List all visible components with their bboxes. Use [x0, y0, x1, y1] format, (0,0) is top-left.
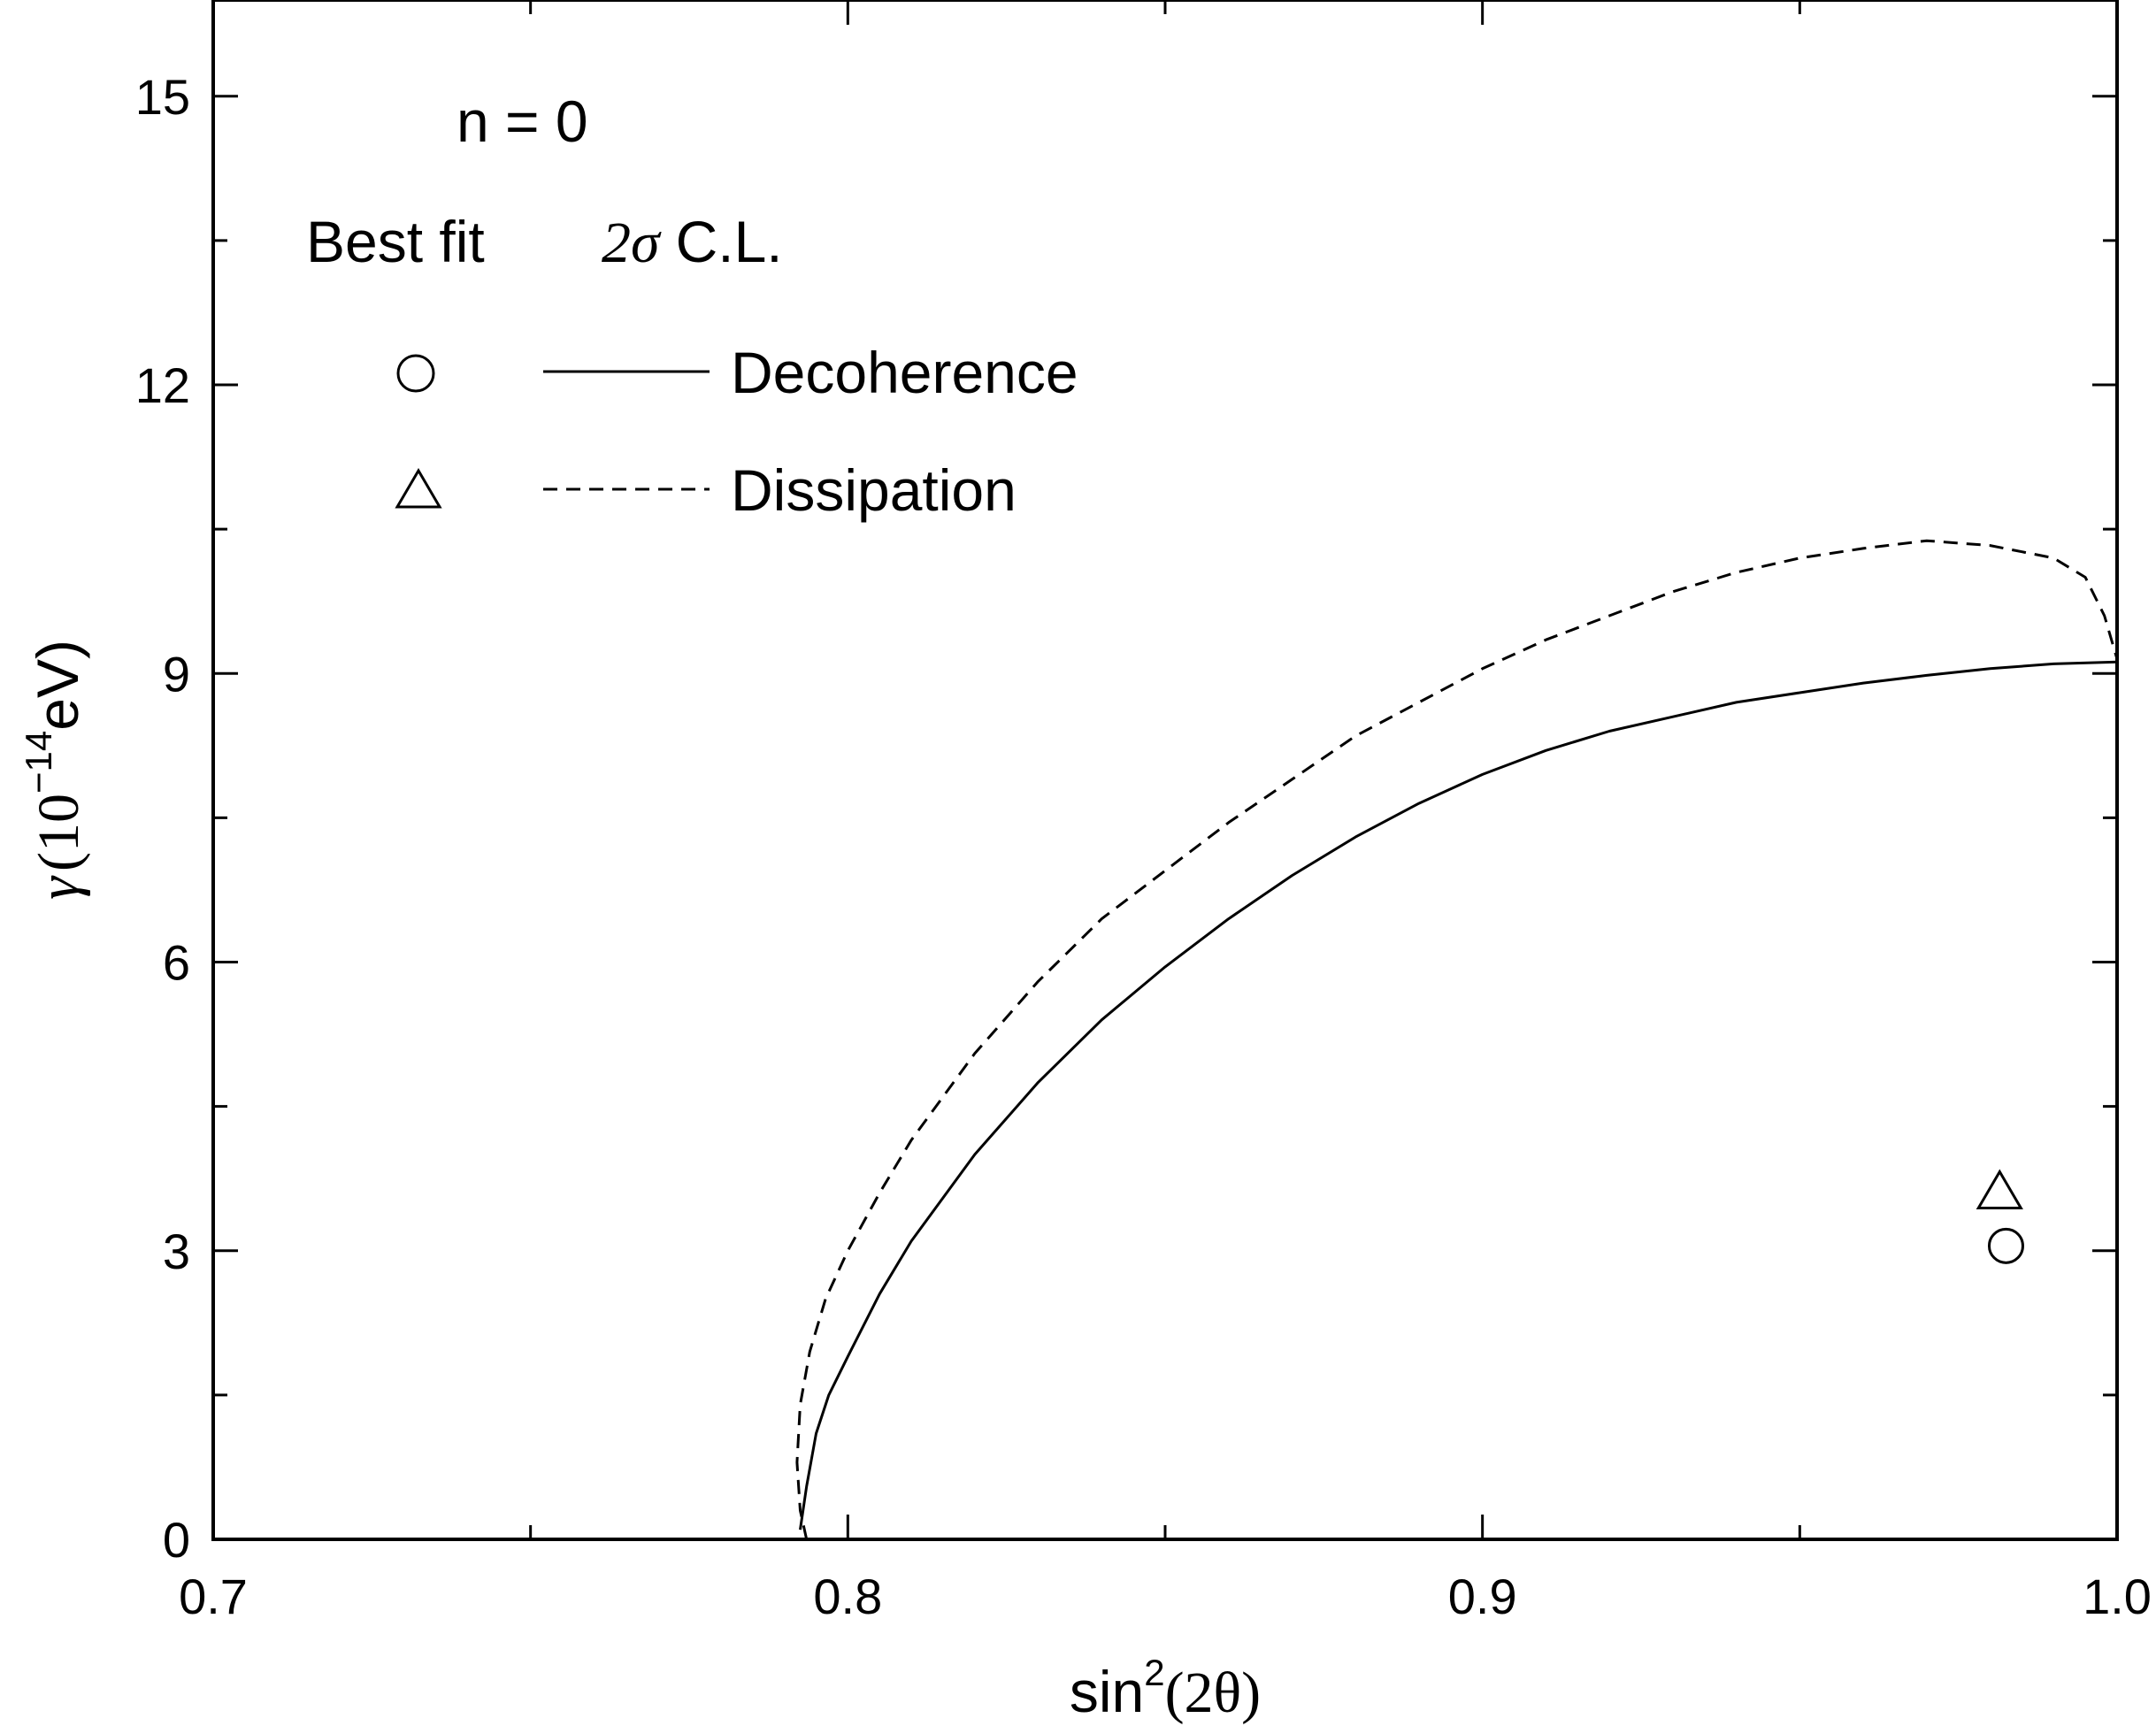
- y-tick-label: 12: [135, 357, 190, 413]
- legend-header-cl: 2σ C.L.: [602, 209, 783, 275]
- best-fit-markers: [1976, 1169, 2024, 1264]
- x-tick-label: 1.0: [2083, 1569, 2152, 1624]
- plot-frame: [211, 0, 2119, 1541]
- x-tick-label: 0.9: [1448, 1569, 1517, 1624]
- y-axis-title-open: (10: [27, 794, 91, 871]
- legend-header-best-fit: Best fit: [306, 209, 485, 274]
- x-axis-title: sin2(2θ): [1070, 1652, 1261, 1725]
- best-fit-marker-dissipation: [1976, 1169, 2023, 1209]
- y-tick-label: 0: [163, 1512, 190, 1568]
- y-tick-label: 15: [135, 69, 190, 125]
- x-tick-label: 0.8: [813, 1569, 882, 1624]
- y-axis-title: γ (10−14eV): [18, 640, 91, 900]
- y-axis-title-sup: −14: [18, 731, 59, 794]
- series-line-dissipation: [795, 539, 2119, 1540]
- x-axis-title-arg: (2θ): [1165, 1661, 1262, 1725]
- y-tick-label: 6: [163, 935, 190, 991]
- series-line-decoherence: [799, 660, 2118, 1530]
- legend-label-decoherence: Decoherence: [731, 340, 1078, 405]
- best-fit-marker-decoherence: [1987, 1227, 2024, 1264]
- y-axis-title-unit: eV): [25, 640, 90, 731]
- annotation-n: n = 0: [457, 88, 588, 154]
- axis-ticks: [211, 0, 2119, 1541]
- y-tick-label: 9: [163, 646, 190, 702]
- tick-labels: 0.7 0.8 0.9 1.0 0 3 6 9 12 15: [135, 69, 2152, 1624]
- y-axis-title-symbol: γ: [27, 875, 91, 900]
- legend-header-sigma: 2σ: [602, 211, 662, 275]
- legend-label-dissipation: Dissipation: [731, 457, 1017, 523]
- x-axis-title-sup: 2: [1144, 1652, 1164, 1693]
- legend: Best fit 2σ C.L. Decoherence Dissipation: [306, 209, 1078, 523]
- x-tick-label: 0.7: [179, 1569, 248, 1624]
- legend-circle-marker: [396, 354, 435, 393]
- series-layer: [795, 539, 2119, 1540]
- x-axis-title-base: sin: [1070, 1659, 1144, 1724]
- legend-header-cl-text: C.L.: [676, 209, 783, 274]
- y-tick-label: 3: [163, 1224, 190, 1279]
- legend-triangle-marker: [395, 468, 442, 509]
